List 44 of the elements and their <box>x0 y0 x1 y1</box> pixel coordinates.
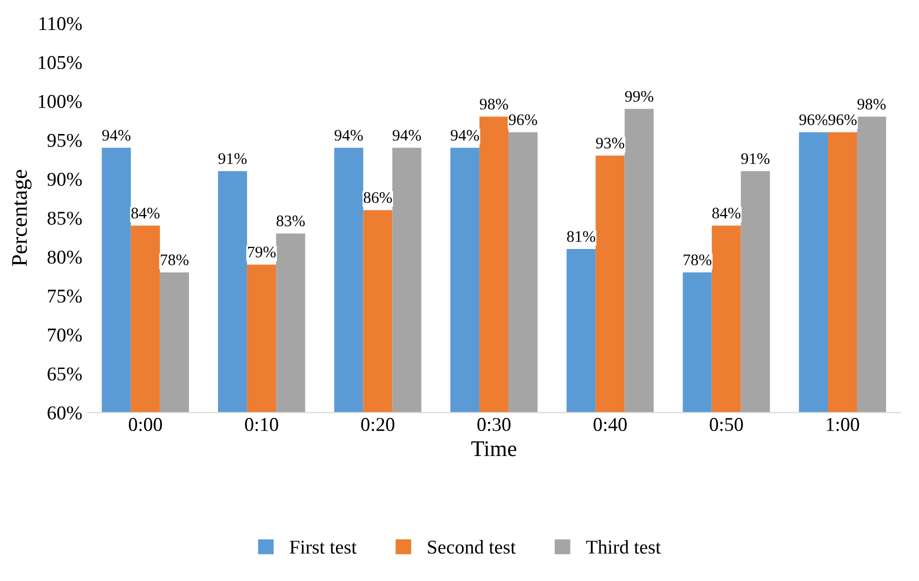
y-axis-title: Percentage <box>12 170 32 266</box>
y-tick-label: 100% <box>38 94 82 108</box>
data-label: 79% <box>248 246 276 258</box>
y-tick-label: 90% <box>47 172 82 186</box>
data-label: 99% <box>625 90 654 102</box>
data-label: 93% <box>596 138 624 149</box>
data-label: 81% <box>567 231 596 242</box>
x-tick-label: 0:00 <box>128 418 162 432</box>
data-label: 96% <box>508 114 538 126</box>
data-label: 83% <box>276 216 305 226</box>
y-tick-label: 105% <box>38 56 82 70</box>
y-tick-label: 110% <box>40 17 82 30</box>
data-label: 96% <box>799 114 828 126</box>
data-label: 91% <box>218 153 247 164</box>
data-label: 84% <box>131 208 160 219</box>
x-tick-label: 0:30 <box>477 418 511 432</box>
x-tick-label: 0:10 <box>245 418 278 432</box>
x-tick-label: 0:50 <box>710 418 743 432</box>
data-label: 86% <box>364 192 392 204</box>
legend-label: Third test <box>586 540 661 554</box>
x-tick-label: 0:20 <box>361 418 394 432</box>
data-label: 78% <box>160 254 189 266</box>
x-tick-label: 0:40 <box>594 418 627 432</box>
legend-label: Second test <box>428 540 516 554</box>
data-label: 98% <box>480 98 508 110</box>
data-label: 84% <box>712 208 740 219</box>
y-tick-label: 95% <box>47 134 82 148</box>
y-tick-label: 75% <box>48 290 82 303</box>
data-label: 94% <box>450 130 480 141</box>
y-tick-label: 70% <box>48 328 82 342</box>
data-label: 94% <box>392 130 421 141</box>
y-tick-label: 60% <box>48 406 82 420</box>
legend-label: First test <box>290 540 357 554</box>
data-label: 96% <box>828 114 857 126</box>
x-tick-label: 1:00 <box>826 418 860 432</box>
data-label: 91% <box>741 153 770 164</box>
x-axis-title: Time <box>471 441 516 456</box>
data-label: 94% <box>102 130 130 141</box>
y-tick-label: 80% <box>48 250 82 264</box>
data-label: 98% <box>857 98 886 110</box>
y-tick-label: 85% <box>48 212 82 225</box>
data-label: 78% <box>684 254 712 266</box>
y-tick-label: 65% <box>48 367 82 381</box>
data-label: 94% <box>334 130 363 141</box>
